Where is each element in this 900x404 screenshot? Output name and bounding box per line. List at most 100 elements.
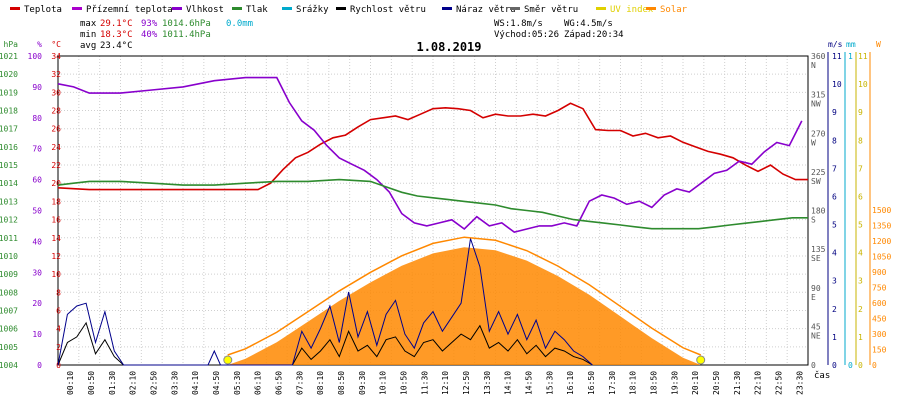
legend-swatch-9 <box>646 7 656 10</box>
x-tick-label: 09:30 <box>358 371 367 395</box>
series-line-1 <box>58 78 802 233</box>
axis-tick-hpa: 1004 <box>0 361 18 370</box>
chart-title: 1.08.2019 <box>416 40 481 54</box>
axis-tick-ms: 9 <box>832 108 837 117</box>
x-tick-label: 20:10 <box>691 371 700 395</box>
x-tick-label: 15:30 <box>545 371 554 395</box>
axis-tick-uv: 1 <box>858 333 863 342</box>
axis-tick-mm: 1 <box>848 52 853 61</box>
axis-unit-hpa: hPa <box>4 40 19 49</box>
axis-unit-ms: m/s <box>828 40 843 49</box>
axis-unit-celsius: °C <box>51 40 61 49</box>
axis-tick-ms: 2 <box>832 305 837 314</box>
x-tick-label: 22:10 <box>754 371 763 395</box>
axis-tick-celsius: 20 <box>51 179 61 188</box>
x-tick-label: 08:50 <box>337 371 346 395</box>
stat-wg: WG:4.5m/s <box>564 19 613 29</box>
stat-avg-temp: 23.4°C <box>100 41 133 51</box>
legend-label-1: Přízemní teplota <box>86 5 173 15</box>
axis-tick-uv: 8 <box>858 136 863 145</box>
x-tick-label: 22:50 <box>775 371 784 395</box>
x-tick-label: 06:10 <box>254 371 263 395</box>
legend-label-3: Tlak <box>246 5 268 15</box>
sunset-marker <box>697 356 705 364</box>
legend-label-5: Rychlost větru <box>350 5 426 15</box>
axis-tick-ms: 3 <box>832 277 837 286</box>
axis-tick-percent: 30 <box>32 268 42 277</box>
x-tick-label: 14:10 <box>504 371 513 395</box>
axis-tick-wm2: 600 <box>872 299 887 308</box>
axis-tick-uv: 11 <box>858 52 868 61</box>
axis-tick-mm: 0 <box>848 361 853 370</box>
axis-tick-celsius: 30 <box>51 88 61 97</box>
legend-swatch-5 <box>336 7 346 10</box>
axis-tick-percent: 90 <box>32 83 42 92</box>
axis-tick-celsius: 16 <box>51 216 61 225</box>
stat-min-press: 1011.4hPa <box>162 30 211 40</box>
axis-tick-uv: 9 <box>858 108 863 117</box>
legend-swatch-4 <box>282 7 292 10</box>
axis-tick-ms: 7 <box>832 164 837 173</box>
x-axis-label: čas <box>814 370 830 381</box>
stat-min-temp: 18.3°C <box>100 30 133 40</box>
legend-swatch-1 <box>72 7 82 10</box>
x-tick-label: 16:10 <box>566 371 575 395</box>
x-tick-label: 11:30 <box>420 371 429 395</box>
x-tick-label: 21:30 <box>733 371 742 395</box>
x-tick-label: 08:10 <box>316 371 325 395</box>
sunrise-marker <box>224 356 232 364</box>
stat-avg-label: avg <box>80 41 96 51</box>
x-tick-label: 04:50 <box>212 371 221 395</box>
axis-tick-hpa: 1005 <box>0 343 18 352</box>
axis-tick-ms: 10 <box>832 80 842 89</box>
legend-label-9: Solar <box>660 5 688 15</box>
axis-tick-hpa: 1010 <box>0 252 18 261</box>
legend-swatch-2 <box>172 7 182 10</box>
x-tick-label: 23:30 <box>795 371 804 395</box>
axis-tick-ms: 8 <box>832 136 837 145</box>
axis-tick-wm2: 1350 <box>872 222 891 231</box>
stats-block: max 29.1°C 93% 1014.6hPa 0.0mm min 18.3°… <box>80 19 624 51</box>
axis-unit-mm: mm <box>846 40 856 49</box>
axis-tick-uv: 3 <box>858 277 863 286</box>
axis-tick-uv: 4 <box>858 249 863 258</box>
axis-tick-hpa: 1013 <box>0 197 18 206</box>
axis-tick-celsius: 28 <box>51 107 61 116</box>
legend-swatch-0 <box>10 7 20 10</box>
x-tick-label: 06:50 <box>275 371 284 395</box>
stat-max-press: 1014.6hPa <box>162 19 211 29</box>
axis-tick-hpa: 1016 <box>0 143 18 152</box>
axis-tick-hpa: 1015 <box>0 161 18 170</box>
x-tick-label: 18:10 <box>629 371 638 395</box>
axis-tick-wm2: 0 <box>872 361 877 370</box>
x-tick-label: 16:50 <box>587 371 596 395</box>
x-tick-label: 12:10 <box>441 371 450 395</box>
x-tick-label: 13:30 <box>483 371 492 395</box>
x-tick-label: 12:50 <box>462 371 471 395</box>
legend-swatch-8 <box>596 7 606 10</box>
axis-tick-celsius: 18 <box>51 197 61 206</box>
axis-unit-percent: % <box>37 40 42 49</box>
axis-tick-uv: 0 <box>858 361 863 370</box>
axis-tick-celsius: 4 <box>56 325 61 334</box>
stat-ws: WS:1.8m/s <box>494 19 543 29</box>
axis-tick-hpa: 1014 <box>0 179 18 188</box>
axis-tick-celsius: 10 <box>51 270 61 279</box>
axis-tick-hpa: 1021 <box>0 52 18 61</box>
axis-tick-wm2: 1200 <box>872 237 891 246</box>
axis-tick-percent: 70 <box>32 145 42 154</box>
axis-tick-uv: 6 <box>858 192 863 201</box>
axis-tick-uv: 5 <box>858 221 863 230</box>
axis-tick-celsius: 32 <box>51 70 61 79</box>
axis-tick-percent: 0 <box>37 361 42 370</box>
axis-tick-uv: 10 <box>858 80 868 89</box>
axis-tick-wm2: 150 <box>872 346 887 355</box>
x-tick-label: 00:10 <box>66 371 75 395</box>
stat-sunrise: Východ:05:26 <box>494 30 559 40</box>
